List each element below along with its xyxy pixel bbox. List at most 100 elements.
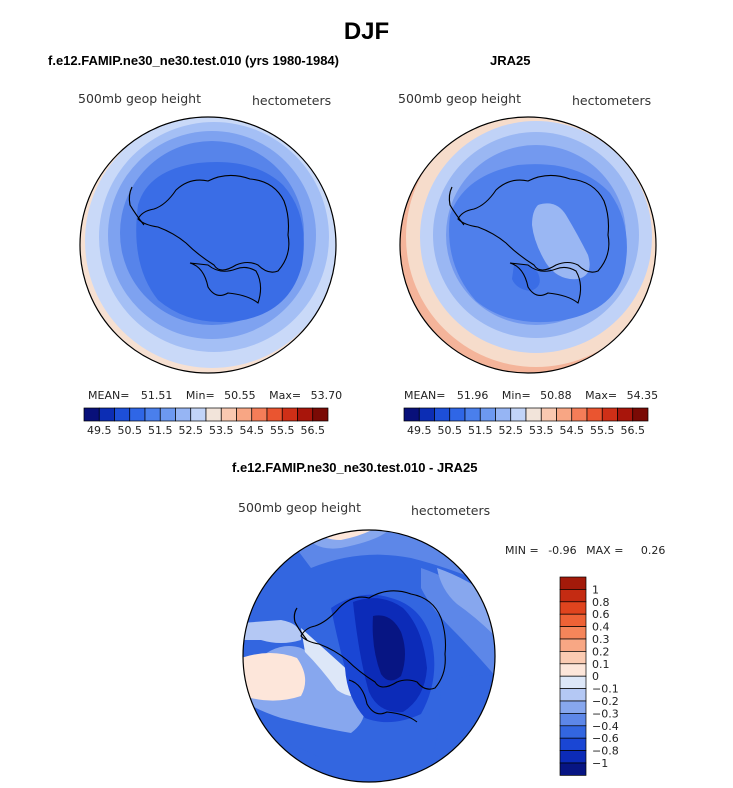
colorbar-tick-label: −0.3 bbox=[592, 707, 619, 720]
colorbar-tick-label: 49.5 bbox=[407, 424, 432, 437]
colorbar-swatch bbox=[83, 407, 100, 422]
colorbar-swatch bbox=[205, 407, 222, 422]
colorbar-swatch bbox=[559, 750, 587, 764]
colorbar-tick-label: 0.6 bbox=[592, 608, 610, 621]
panel2-min-value: 50.88 bbox=[540, 389, 572, 402]
panel3-min-label: MIN = bbox=[505, 544, 539, 557]
colorbar-swatch bbox=[559, 589, 587, 603]
panel1-min-value: 50.55 bbox=[224, 389, 256, 402]
colorbar-tick-label: −0.4 bbox=[592, 720, 619, 733]
colorbar-swatch bbox=[559, 651, 587, 665]
colorbar-tick-label: 54.5 bbox=[560, 424, 585, 437]
panel1-title: f.e12.FAMIP.ne30_ne30.test.010 (yrs 1980… bbox=[48, 53, 339, 68]
panel2-map bbox=[399, 116, 657, 374]
colorbar-swatch bbox=[418, 407, 435, 422]
colorbar-tick-label: 55.5 bbox=[270, 424, 295, 437]
colorbar-swatch bbox=[98, 407, 115, 422]
colorbar-swatch bbox=[559, 613, 587, 627]
colorbar-tick-label: 0.4 bbox=[592, 621, 610, 634]
colorbar-tick-label: −0.2 bbox=[592, 695, 619, 708]
colorbar-swatch bbox=[559, 737, 587, 751]
panel1-map bbox=[79, 116, 337, 374]
panel3-title: f.e12.FAMIP.ne30_ne30.test.010 - JRA25 bbox=[232, 460, 478, 475]
panel3-stats: MIN = -0.96 MAX = 0.26 bbox=[505, 544, 665, 557]
colorbar-swatch bbox=[559, 638, 587, 652]
colorbar-swatch bbox=[559, 713, 587, 727]
colorbar-tick-label: 53.5 bbox=[529, 424, 554, 437]
panel2-mean-label: MEAN= bbox=[404, 389, 446, 402]
panel2-variable-label: 500mb geop height bbox=[398, 91, 521, 106]
colorbar-swatch bbox=[236, 407, 253, 422]
colorbar-swatch bbox=[281, 407, 298, 422]
colorbar-swatch bbox=[175, 407, 192, 422]
colorbar-swatch bbox=[559, 626, 587, 640]
colorbar-swatch bbox=[571, 407, 588, 422]
colorbar-swatch bbox=[144, 407, 161, 422]
panel2-mean-value: 51.96 bbox=[456, 389, 489, 402]
colorbar-swatch bbox=[586, 407, 603, 422]
colorbar-swatch bbox=[559, 700, 587, 714]
colorbar-swatch bbox=[556, 407, 573, 422]
panel3-max-label: MAX = bbox=[586, 544, 624, 557]
colorbar-tick-label: 54.5 bbox=[240, 424, 265, 437]
colorbar-tick-label: −0.8 bbox=[592, 745, 619, 758]
panel1-units-label: hectometers bbox=[252, 93, 332, 108]
colorbar-tick-label: 53.5 bbox=[209, 424, 234, 437]
colorbar-tick-label: −0.6 bbox=[592, 732, 619, 745]
colorbar-swatch bbox=[297, 407, 314, 422]
colorbar-tick-label: 52.5 bbox=[179, 424, 204, 437]
colorbar-swatch bbox=[251, 407, 268, 422]
colorbar-swatch bbox=[495, 407, 512, 422]
panel2-units-label: hectometers bbox=[572, 93, 652, 108]
colorbar-swatch bbox=[559, 663, 587, 677]
colorbar-swatch bbox=[559, 762, 587, 776]
colorbar-swatch bbox=[540, 407, 557, 422]
panel3-units-label: hectometers bbox=[411, 503, 491, 518]
panel2-max-value: 54.35 bbox=[626, 389, 659, 402]
panel1-variable-label: 500mb geop height bbox=[78, 91, 201, 106]
panel3-map bbox=[242, 529, 496, 783]
colorbar-swatch bbox=[559, 688, 587, 702]
colorbar-tick-label: 0.2 bbox=[592, 645, 610, 658]
colorbar-tick-label: 50.5 bbox=[438, 424, 463, 437]
colorbar-tick-label: 51.5 bbox=[148, 424, 173, 437]
panel3-max-value: 0.26 bbox=[640, 544, 666, 557]
panel2-title: JRA25 bbox=[490, 53, 531, 68]
colorbar-swatch bbox=[559, 576, 587, 590]
colorbar-swatch bbox=[601, 407, 618, 422]
colorbar-swatch bbox=[464, 407, 481, 422]
colorbar-swatch bbox=[449, 407, 466, 422]
colorbar-swatch bbox=[403, 407, 420, 422]
panel1-max-label: Max= bbox=[269, 389, 302, 402]
panel3-colorbar: 10.80.60.40.30.20.10−0.1−0.2−0.3−0.4−0.6… bbox=[559, 576, 619, 776]
colorbar-swatch bbox=[617, 407, 634, 422]
colorbar-tick-label: 56.5 bbox=[621, 424, 646, 437]
colorbar-tick-label: 0.8 bbox=[592, 596, 610, 609]
colorbar-tick-label: 0.1 bbox=[592, 658, 610, 671]
colorbar-swatch bbox=[559, 601, 587, 615]
panel2-stats: MEAN= 51.96 Min= 50.88 Max= 54.35 bbox=[404, 389, 658, 402]
panel1-colorbar: 49.5 50.5 51.5 52.5 53.5 54.5 55.5 56.5 bbox=[83, 407, 329, 437]
colorbar-swatch bbox=[434, 407, 451, 422]
panel3-variable-label: 500mb geop height bbox=[238, 500, 361, 515]
colorbar-swatch bbox=[525, 407, 542, 422]
colorbar-tick-label: 1 bbox=[592, 583, 599, 596]
colorbar-tick-label: −1 bbox=[592, 757, 608, 770]
panel1-max-value: 53.70 bbox=[310, 389, 343, 402]
colorbar-swatch bbox=[190, 407, 207, 422]
panel2-max-label: Max= bbox=[585, 389, 618, 402]
colorbar-swatch bbox=[632, 407, 649, 422]
panel1-min-label: Min= bbox=[185, 389, 215, 402]
colorbar-tick-label: 49.5 bbox=[87, 424, 112, 437]
colorbar-swatch bbox=[114, 407, 131, 422]
panel1-mean-label: MEAN= bbox=[88, 389, 130, 402]
colorbar-tick-label: −0.1 bbox=[592, 683, 619, 696]
colorbar-swatch bbox=[559, 725, 587, 739]
panel3-min-value: -0.96 bbox=[548, 544, 577, 557]
colorbar-tick-label: 50.5 bbox=[118, 424, 143, 437]
colorbar-swatch bbox=[510, 407, 527, 422]
colorbar-tick-label: 56.5 bbox=[301, 424, 326, 437]
colorbar-swatch bbox=[129, 407, 146, 422]
panel1-stats: MEAN= 51.51 Min= 50.55 Max= 53.70 bbox=[88, 389, 342, 402]
figure-title: DJF bbox=[343, 18, 390, 45]
